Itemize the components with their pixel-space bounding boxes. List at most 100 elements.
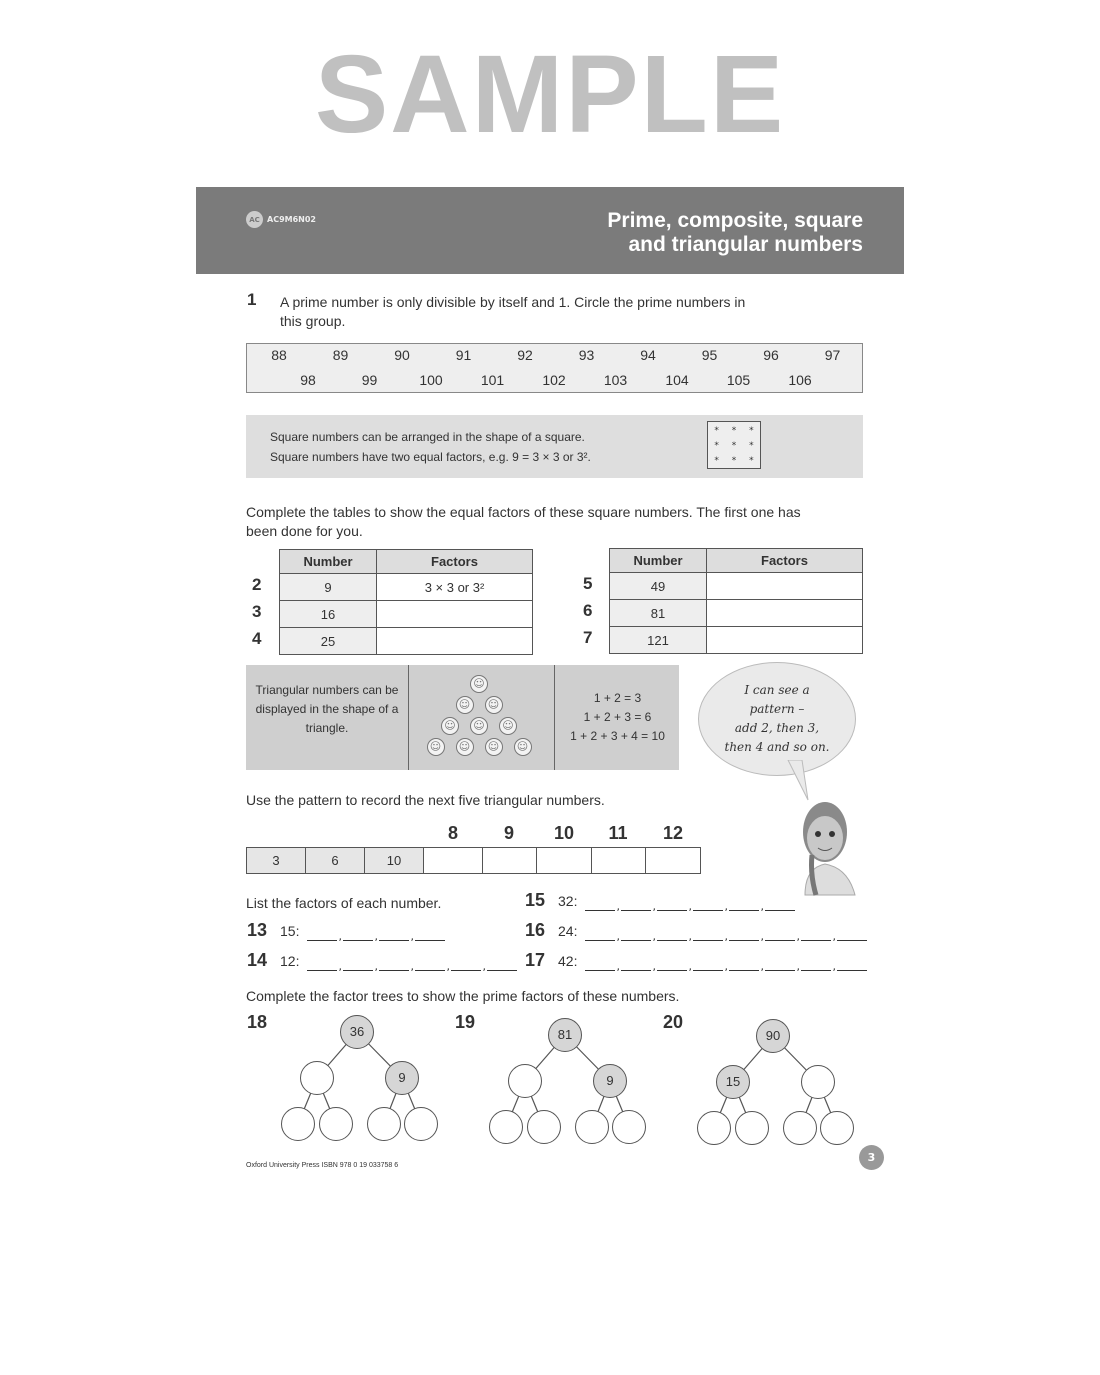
- tree-node: 9: [385, 1061, 419, 1095]
- tree-node[interactable]: [300, 1061, 334, 1095]
- number-cell: 25: [279, 627, 377, 655]
- factor-answer-blank[interactable]: [693, 958, 728, 973]
- smiley-icon: ☺: [470, 675, 488, 693]
- tree-leaf-node[interactable]: [612, 1110, 646, 1144]
- factor-answer-blank[interactable]: [487, 958, 517, 971]
- number-option[interactable]: 101: [480, 372, 505, 388]
- tree-leaf-node[interactable]: [404, 1107, 438, 1141]
- factor-answer-blank[interactable]: [729, 928, 764, 943]
- factor-answer-blank[interactable]: [693, 898, 728, 913]
- question-number: 9: [503, 823, 515, 843]
- number-option[interactable]: 106: [788, 372, 812, 388]
- factor-answer-blank[interactable]: [729, 898, 764, 913]
- number-option[interactable]: 98: [300, 372, 316, 388]
- smiley-icon: ☺: [455, 738, 474, 756]
- number-option[interactable]: 99: [361, 372, 378, 388]
- tree-leaf-node[interactable]: [697, 1111, 731, 1145]
- smiley-icon: ☺: [426, 738, 445, 756]
- number-option[interactable]: 89: [332, 347, 349, 363]
- number-cell: 81: [609, 599, 707, 627]
- factor-answer-blank[interactable]: [801, 958, 836, 973]
- divider: [408, 665, 409, 770]
- tree-leaf-node[interactable]: [367, 1107, 401, 1141]
- factor-label: 12:: [280, 953, 300, 969]
- factor-answers: [585, 958, 867, 973]
- number-option[interactable]: 88: [271, 347, 287, 363]
- factor-answer-blank[interactable]: [657, 898, 692, 913]
- factors-answer-cell[interactable]: [706, 599, 863, 627]
- number-option[interactable]: 90: [394, 347, 410, 363]
- tree-leaf-node[interactable]: [783, 1111, 817, 1145]
- number-option[interactable]: 102: [542, 372, 566, 388]
- star-icon: *: [731, 456, 737, 466]
- table-row: 25: [279, 627, 533, 655]
- factor-answer-blank[interactable]: [729, 958, 764, 973]
- tree-node[interactable]: [801, 1065, 835, 1099]
- factor-answer-blank[interactable]: [343, 928, 378, 943]
- triangular-numbers-info: Triangular numbers can be displayed in t…: [246, 665, 679, 770]
- speech-line: I can see a: [744, 683, 810, 697]
- star-square-diagram: * * * * * * * * *: [707, 421, 761, 469]
- number-option[interactable]: 91: [455, 347, 472, 363]
- factor-answer-blank[interactable]: [379, 928, 414, 943]
- number-option[interactable]: 97: [824, 347, 841, 363]
- triangular-answer-cell[interactable]: [645, 847, 701, 874]
- factor-answer-blank[interactable]: [379, 958, 414, 973]
- star-icon: *: [749, 426, 754, 436]
- factor-answer-blank[interactable]: [765, 958, 800, 973]
- tree-leaf-node[interactable]: [575, 1110, 609, 1144]
- factor-answer-blank[interactable]: [415, 928, 445, 941]
- factors-answer-cell[interactable]: [706, 572, 863, 600]
- factor-answer-blank[interactable]: [765, 898, 795, 911]
- number-option[interactable]: 105: [726, 372, 751, 388]
- factor-answer-blank[interactable]: [693, 928, 728, 943]
- factor-answer-blank[interactable]: [307, 928, 342, 943]
- tree-node: 9: [593, 1064, 627, 1098]
- factor-answer-blank[interactable]: [837, 928, 867, 941]
- factor-answer-blank[interactable]: [801, 928, 836, 943]
- factor-answer-blank[interactable]: [585, 958, 620, 973]
- smiley-icon: ☺: [484, 696, 503, 714]
- tree-leaf-node[interactable]: [820, 1111, 854, 1145]
- factor-label: 15:: [280, 923, 300, 939]
- factors-answer-cell[interactable]: [376, 627, 533, 655]
- factor-answer-blank[interactable]: [307, 958, 342, 973]
- factor-answer-blank[interactable]: [621, 958, 656, 973]
- factors-answer-cell[interactable]: 3 × 3 or 3²: [376, 573, 533, 601]
- number-option[interactable]: 100: [419, 372, 443, 388]
- star-icon: *: [749, 456, 754, 466]
- tree-leaf-node[interactable]: [527, 1110, 561, 1144]
- factor-answer-blank[interactable]: [657, 958, 692, 973]
- tree-leaf-node[interactable]: [319, 1107, 353, 1141]
- tree-leaf-node[interactable]: [735, 1111, 769, 1145]
- factor-answer-blank[interactable]: [451, 958, 486, 973]
- page-number: 3: [859, 1145, 884, 1170]
- number-option[interactable]: 94: [640, 347, 656, 363]
- number-option[interactable]: 103: [603, 372, 628, 388]
- tree-leaf-node[interactable]: [489, 1110, 523, 1144]
- number-option[interactable]: 96: [763, 347, 779, 363]
- factor-answer-blank[interactable]: [585, 898, 620, 913]
- factors-answer-cell[interactable]: [376, 600, 533, 628]
- number-option[interactable]: 92: [517, 347, 533, 363]
- tree-leaf-node[interactable]: [281, 1107, 315, 1141]
- factor-answer-blank[interactable]: [585, 928, 620, 943]
- factor-answer-blank[interactable]: [343, 958, 378, 973]
- column-header: Number: [609, 548, 707, 573]
- factor-answer-blank[interactable]: [415, 958, 450, 973]
- triangular-info-text: Triangular numbers can be displayed in t…: [255, 683, 399, 735]
- number-option[interactable]: 95: [701, 347, 718, 363]
- number-option[interactable]: 104: [665, 372, 689, 388]
- factor-answer-blank[interactable]: [765, 928, 800, 943]
- speech-line: add 2, then 3,: [734, 721, 820, 735]
- text-line: Square numbers can be arranged in the sh…: [270, 430, 585, 444]
- factor-answer-blank[interactable]: [621, 928, 656, 943]
- number-option[interactable]: 93: [578, 347, 595, 363]
- tree-node[interactable]: [508, 1064, 542, 1098]
- factor-answer-blank[interactable]: [657, 928, 692, 943]
- factor-answer-blank[interactable]: [621, 898, 656, 913]
- text-line: A prime number is only divisible by itse…: [280, 294, 746, 310]
- factor-answers: [585, 898, 795, 913]
- factor-answer-blank[interactable]: [837, 958, 867, 971]
- factors-answer-cell[interactable]: [706, 626, 863, 654]
